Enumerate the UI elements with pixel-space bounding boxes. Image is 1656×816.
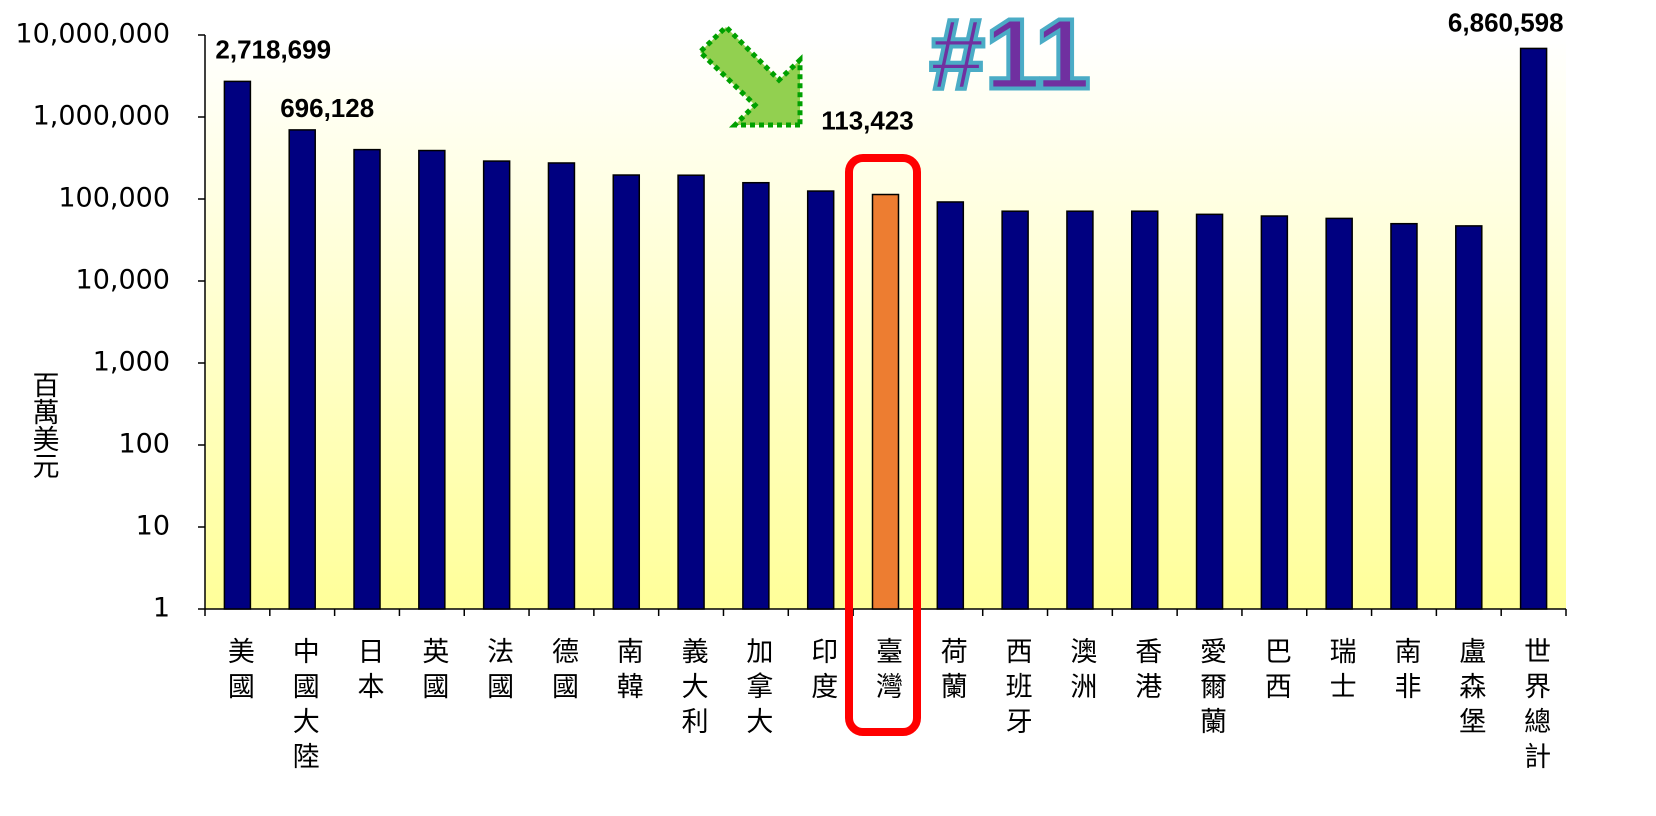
bar [806,190,835,610]
x-tick-label: 盧森堡 [1454,637,1486,742]
x-tick-label: 西班牙 [1001,637,1033,742]
bar [1519,47,1548,610]
y-tick-label: 100 [118,429,170,460]
x-tick-label: 香港 [1130,637,1162,707]
bar [871,193,900,610]
y-tick-label: 10,000,000 [15,19,170,50]
bar [1066,210,1094,610]
x-tick-label: 荷蘭 [936,637,968,707]
bar [223,80,252,610]
x-tick-label: 澳洲 [1065,637,1096,707]
bar [1130,210,1159,610]
bar [1001,210,1029,610]
bar [742,181,770,610]
x-tick-label: 中國大陸 [288,637,319,777]
x-tick-label: 日本 [353,637,385,707]
bar [1455,225,1483,610]
y-tick-label: 1,000,000 [33,101,170,132]
bar [1195,213,1224,610]
value-label: 6,860,598 [1448,7,1564,37]
bar [482,160,511,610]
x-tick-label: 南非 [1389,637,1420,707]
x-tick-label: 法國 [482,637,513,707]
x-tick-label: 世界總計 [1519,637,1551,777]
x-tick-label: 印度 [806,637,838,707]
x-tick-label: 義大利 [677,637,709,742]
x-tick-label: 加拿大 [741,637,773,742]
bar [547,162,576,610]
bar [936,201,965,610]
x-tick-label: 南韓 [612,637,643,707]
value-label: 113,423 [821,105,914,135]
bar [418,149,446,610]
y-tick-label: 1,000 [93,347,170,378]
y-tick-label: 10 [136,511,170,542]
rank-annotation: #11 [929,0,1090,110]
bar [1325,217,1353,610]
y-tick-label: 1 [153,593,170,624]
bar [1260,215,1289,610]
highlight-box [845,154,921,736]
arrow [696,23,803,128]
value-label: 696,128 [280,93,374,123]
x-tick-label: 美國 [223,637,254,707]
x-tick-label: 英國 [417,637,448,707]
x-tick-label: 瑞士 [1325,637,1356,707]
bar [353,148,381,610]
x-tick-label: 臺灣 [871,637,903,707]
bar [1390,222,1418,610]
bar [677,174,705,610]
y-tick-label: 100,000 [58,183,170,214]
bar [612,174,641,610]
x-tick-label: 德國 [547,637,579,707]
x-tick-label: 愛爾蘭 [1195,637,1227,742]
bar [288,129,316,610]
y-tick-label: 10,000 [76,265,170,296]
x-tick-label: 巴西 [1260,637,1291,707]
value-label: 2,718,699 [215,34,331,64]
y-axis-label: 百萬美元 [28,371,59,479]
